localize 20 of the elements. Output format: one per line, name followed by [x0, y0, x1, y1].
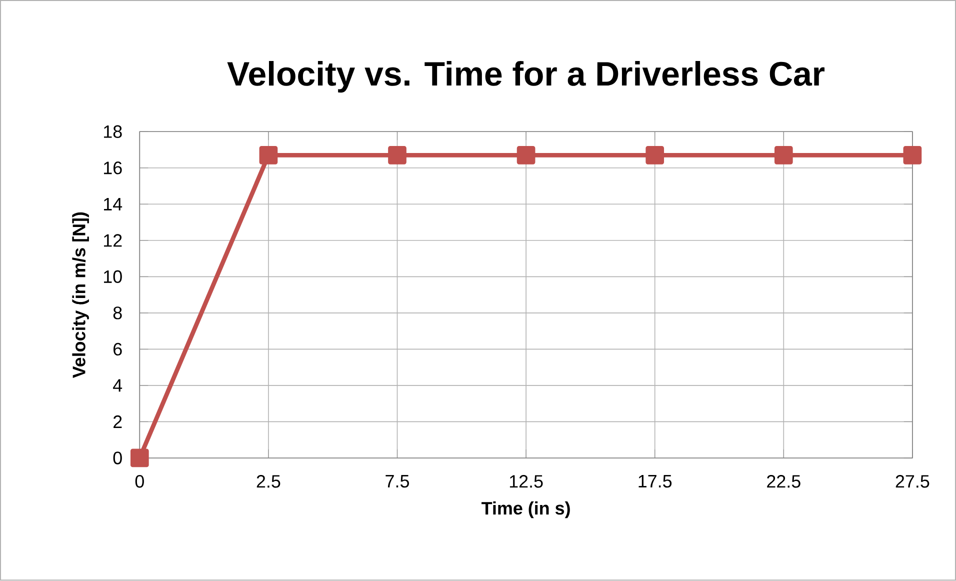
x-tick-label: 17.5 — [638, 475, 672, 488]
x-axis-title: Time (in s) — [482, 502, 570, 518]
y-tick-label: 18 — [104, 125, 122, 138]
y-tick-label: 8 — [113, 306, 122, 320]
y-tick-label: 6 — [114, 343, 122, 356]
y-tick-label: 12 — [104, 234, 122, 247]
y-axis-title: Velocity (in m/s [N]) — [72, 212, 89, 378]
x-tick-label: 12.5 — [510, 475, 543, 488]
chart-title: Velocity vs. Time for a Driverless Car — [227, 61, 825, 93]
y-tick-label: 4 — [113, 379, 122, 392]
x-tick-label: 27.5 — [896, 475, 930, 488]
x-tick-label: 22.5 — [767, 475, 800, 488]
y-tick-label: 0 — [113, 452, 122, 465]
y-tick-label: 16 — [104, 162, 122, 174]
x-tick-label: 2.5 — [256, 475, 280, 488]
x-tick-label: 7.5 — [386, 475, 409, 488]
y-tick-label: 2 — [114, 416, 122, 428]
y-tick-label: 10 — [104, 270, 122, 284]
x-tick-label: 0 — [135, 475, 144, 488]
y-tick-label: 14 — [104, 198, 122, 211]
